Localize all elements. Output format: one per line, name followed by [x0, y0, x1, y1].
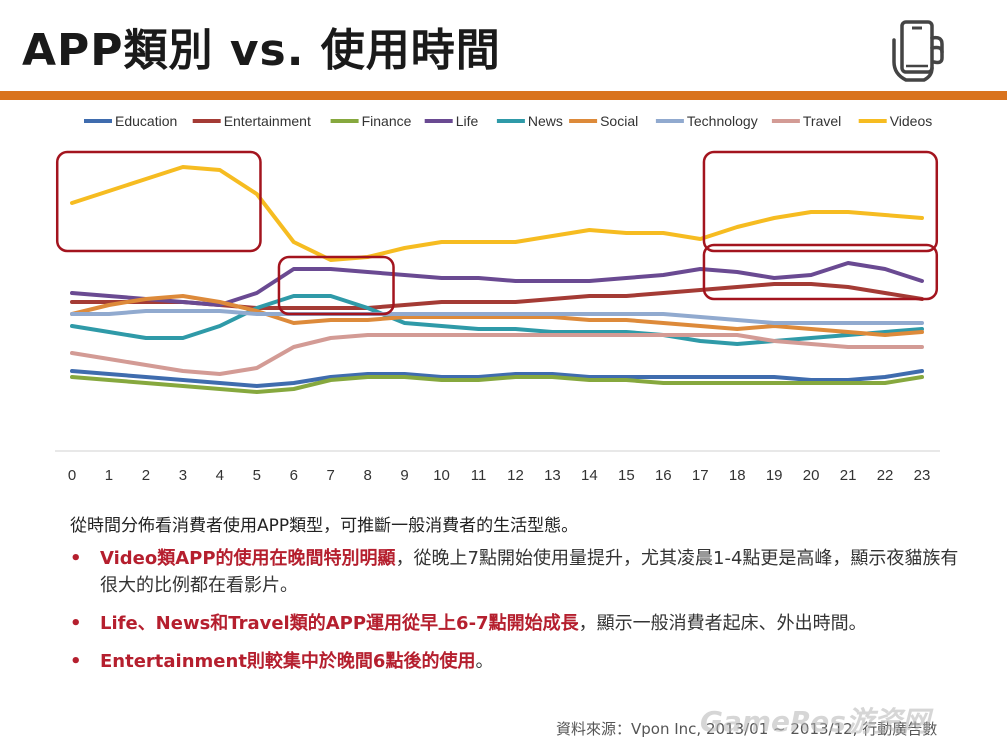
bullet-text: ，從晚上7點開始使用量提升，尤其凌晨1-4點更是高峰，顯示夜貓族有很大的比例都在… [100, 548, 959, 596]
x-axis-ticks: 0 1 2 3 4 5 6 7 8 9 10 11 12 13 14 15 16 17 18 19 20 21 22 23 [55, 450, 940, 484]
series-line-education [70, 369, 924, 388]
watermark-logo: GameRes游资网 [700, 705, 930, 738]
bullet-item: • Video類APP的使用在晚間特別明顯，從晚上7點開始使用量提升，尤其凌晨1-… [66, 545, 966, 599]
x-tick-label: 21 [840, 467, 857, 484]
intro-text: 從時間分佈看消費者使用APP類型，可推斷一般消費者的生活型態。 [70, 516, 579, 536]
x-tick-label: 17 [692, 467, 709, 484]
legend-item: Entertainment [192, 113, 311, 129]
bullet-item: • Life、News和Travel類的APP運用從早上6-7點開始成長，顯示一般… [66, 610, 966, 637]
highlight-box [702, 243, 939, 301]
legend-item: Education [84, 113, 177, 129]
bullet-dot: • [70, 548, 82, 569]
chart-lines [70, 165, 924, 394]
x-tick-label: 23 [914, 467, 931, 484]
x-tick-label: 6 [290, 467, 298, 484]
legend-label: Technology [687, 113, 758, 129]
x-tick-label: 19 [766, 467, 783, 484]
bullet-text: 。 [475, 651, 494, 672]
legend-item: Life [424, 113, 479, 129]
legend-item: Technology [655, 113, 758, 129]
legend-label: Travel [803, 113, 841, 129]
x-tick-label: 11 [471, 467, 487, 484]
x-tick-label: 2 [142, 467, 150, 484]
legend-item: Travel [771, 113, 841, 129]
x-tick-label: 16 [655, 467, 672, 484]
x-tick-label: 3 [179, 467, 187, 484]
x-tick-label: 8 [363, 467, 371, 484]
bullet-highlight: Video類APP的使用在晚間特別明顯 [100, 548, 396, 569]
x-tick-label: 18 [729, 467, 746, 484]
phone-hand-icon [892, 20, 944, 82]
chart-highlight-boxes [55, 150, 939, 316]
legend-label: Entertainment [224, 113, 311, 129]
legend-label: Social [600, 113, 638, 129]
series-line-travel [70, 333, 924, 376]
legend-item: News [496, 113, 563, 129]
bullet-dot: • [70, 613, 82, 634]
highlight-box [702, 150, 939, 253]
source-citation: 資料來源：Vpon Inc, 2013/01 ~ 2013/12, 行動廣告數 [556, 720, 938, 738]
legend-item: Finance [330, 113, 412, 129]
x-tick-label: 22 [877, 467, 894, 484]
series-line-social [70, 294, 924, 337]
legend-label: Education [115, 113, 177, 129]
bullet-text: ，顯示一般消費者起床、外出時間。 [578, 613, 867, 634]
series-line-technology [70, 309, 924, 325]
x-tick-label: 0 [68, 467, 76, 484]
x-tick-label: 13 [544, 467, 561, 484]
x-tick-label: 15 [618, 467, 635, 484]
x-tick-label: 5 [253, 467, 261, 484]
x-tick-label: 7 [327, 467, 335, 484]
x-tick-label: 12 [507, 467, 524, 484]
legend-item: Social [569, 113, 638, 129]
slide-title: APP類別 vs. 使用時間 [22, 25, 501, 76]
legend-label: Life [456, 113, 479, 129]
line-chart: Education Entertainment Finance Life News Soc… [55, 113, 940, 484]
legend-item: Videos [858, 113, 933, 129]
bullet-dot: • [70, 651, 82, 672]
x-tick-label: 10 [433, 467, 450, 484]
chart-legend: Education Entertainment Finance Life News Soc… [84, 113, 932, 129]
series-line-life [70, 261, 924, 307]
x-tick-label: 9 [400, 467, 408, 484]
x-tick-label: 20 [803, 467, 820, 484]
bullet-list: • Video類APP的使用在晚間特別明顯，從晚上7點開始使用量提升，尤其凌晨1-… [66, 545, 966, 686]
bullet-item: • Entertainment則較集中於晚間6點後的使用。 [66, 648, 966, 675]
legend-label: Videos [890, 113, 933, 129]
x-tick-label: 1 [105, 467, 113, 484]
legend-label: Finance [362, 113, 412, 129]
highlight-box [55, 150, 262, 253]
series-line-videos [70, 165, 924, 262]
x-tick-label: 14 [581, 467, 598, 484]
legend-label: News [528, 113, 563, 129]
bullet-highlight: Life、News和Travel類的APP運用從早上6-7點開始成長 [100, 613, 579, 634]
x-tick-label: 4 [216, 467, 224, 484]
bullet-highlight: Entertainment則較集中於晚間6點後的使用 [100, 651, 476, 672]
title-rule [0, 91, 1007, 100]
series-line-finance [70, 375, 924, 394]
highlight-box [277, 255, 395, 316]
